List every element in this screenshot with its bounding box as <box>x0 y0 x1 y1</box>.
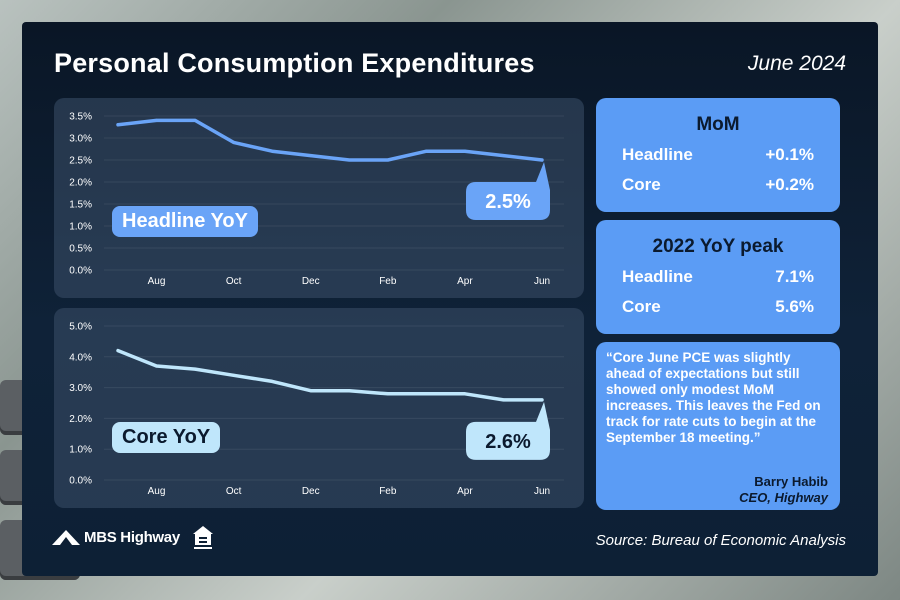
data-point <box>463 392 467 396</box>
equal-housing-icon <box>193 526 213 549</box>
y-tick-label: 2.0% <box>69 178 92 189</box>
data-point <box>347 158 351 162</box>
x-tick-label: Oct <box>226 486 242 497</box>
x-tick-label: Oct <box>226 276 242 287</box>
data-point <box>424 149 428 153</box>
y-tick-label: 0.5% <box>69 244 92 255</box>
core-series-label: Core YoY <box>112 422 221 453</box>
x-tick-label: Aug <box>148 486 166 497</box>
series-line <box>116 118 544 162</box>
y-tick-label: 3.0% <box>69 134 92 145</box>
peak-core-value: 5.6% <box>775 297 814 316</box>
data-point <box>347 389 351 393</box>
quote-text: “Core June PCE was slightly ahead of exp… <box>606 350 821 445</box>
data-point <box>424 392 428 396</box>
value-callout-text: 2.5% <box>485 191 531 213</box>
peak-box: 2022 YoY peak Headline 7.1% Core 5.6% <box>596 220 840 334</box>
mbs-highway-logo: MBS Highway <box>52 528 180 546</box>
y-tick-label: 1.5% <box>69 200 92 211</box>
y-tick-label: 3.0% <box>69 383 92 394</box>
data-point <box>463 149 467 153</box>
core-chart-svg: 0.0% 1.0% 2.0% 3.0% 4.0% 5.0% Aug Oct Dec Feb Apr J… <box>69 322 564 497</box>
data-point <box>309 389 313 393</box>
x-tick-label: Apr <box>457 486 473 497</box>
y-tick-label: 2.0% <box>69 414 92 425</box>
value-callout <box>466 162 550 220</box>
quote-box: “Core June PCE was slightly ahead of exp… <box>596 342 840 510</box>
series-line <box>116 348 544 402</box>
quote-author: Barry Habib <box>754 474 828 489</box>
y-tick-label: 5.0% <box>69 322 92 333</box>
y-tick-label: 3.5% <box>69 112 92 123</box>
data-point <box>540 398 544 402</box>
mom-core-label: Core <box>622 175 661 194</box>
headline-chart: 0.0% 0.5% 1.0% 1.5% 2.0% 2.5% 3.0% 3.5% Aug Oct De… <box>54 98 584 298</box>
data-point <box>270 149 274 153</box>
headline-chart-svg: 0.0% 0.5% 1.0% 1.5% 2.0% 2.5% 3.0% 3.5% Aug Oct De… <box>69 112 564 287</box>
peak-headline-value: 7.1% <box>775 267 814 286</box>
data-point <box>155 364 159 368</box>
x-tick-label: Apr <box>457 276 473 287</box>
data-point <box>116 123 120 127</box>
x-tick-label: Jun <box>534 276 550 287</box>
value-callout <box>466 401 550 460</box>
core-chart: 0.0% 1.0% 2.0% 3.0% 4.0% 5.0% Aug Oct Dec Feb Apr J… <box>54 308 584 508</box>
y-tick-label: 1.0% <box>69 445 92 456</box>
logo-text: MBS Highway <box>84 528 180 546</box>
data-point <box>386 158 390 162</box>
data-point <box>501 154 505 158</box>
mom-headline-label: Headline <box>622 145 693 164</box>
data-point <box>193 367 197 371</box>
mom-core-value: +0.2% <box>765 175 814 194</box>
data-point <box>193 118 197 122</box>
mountain-road-icon <box>52 530 80 545</box>
source-note: Source: Bureau of Economic Analysis <box>595 532 846 549</box>
data-point <box>501 398 505 402</box>
x-tick-label: Feb <box>379 486 397 497</box>
data-point <box>270 379 274 383</box>
value-callout-text: 2.6% <box>485 431 531 453</box>
mom-box: MoM Headline +0.1% Core +0.2% <box>596 98 840 212</box>
page-title: Personal Consumption Expenditures <box>54 48 535 78</box>
y-tick-label: 4.0% <box>69 352 92 363</box>
data-point <box>232 373 236 377</box>
mom-headline-value: +0.1% <box>765 145 814 164</box>
peak-core-label: Core <box>622 297 661 316</box>
x-tick-label: Aug <box>148 276 166 287</box>
x-tick-label: Jun <box>534 486 550 497</box>
data-point <box>116 349 120 353</box>
data-point <box>155 118 159 122</box>
y-tick-label: 0.0% <box>69 476 92 487</box>
x-tick-label: Feb <box>379 276 397 287</box>
data-point <box>232 140 236 144</box>
peak-title: 2022 YoY peak <box>652 236 784 257</box>
headline-series-label: Headline YoY <box>112 206 258 237</box>
report-date: June 2024 <box>747 52 846 75</box>
y-tick-label: 2.5% <box>69 156 92 167</box>
mom-title: MoM <box>696 114 740 135</box>
quote-author-title: CEO, Highway <box>739 490 828 505</box>
y-tick-label: 0.0% <box>69 266 92 277</box>
x-tick-label: Dec <box>302 276 320 287</box>
infographic-panel: Personal Consumption Expenditures June 2… <box>22 22 878 576</box>
peak-headline-label: Headline <box>622 267 693 286</box>
data-point <box>540 158 544 162</box>
y-tick-label: 1.0% <box>69 222 92 233</box>
data-point <box>309 154 313 158</box>
x-tick-label: Dec <box>302 486 320 497</box>
data-point <box>386 392 390 396</box>
